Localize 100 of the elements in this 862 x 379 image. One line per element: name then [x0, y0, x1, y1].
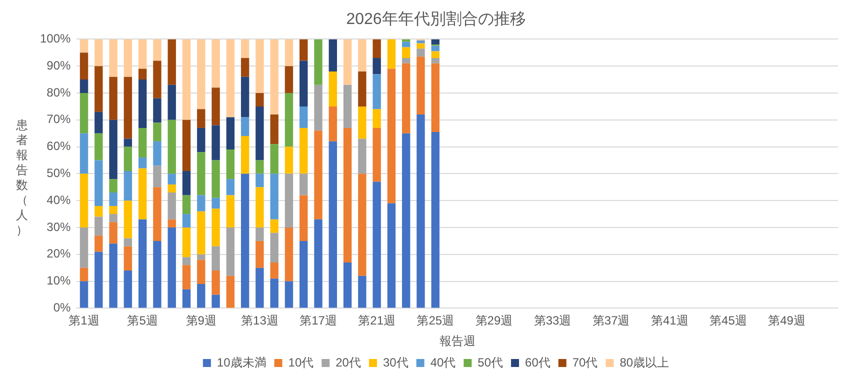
bar	[212, 294, 220, 308]
bar	[343, 128, 352, 262]
y-tick-label: 50%	[46, 166, 72, 180]
bar	[240, 76, 250, 118]
y-tick-label: 60%	[46, 139, 72, 154]
bar	[197, 39, 206, 110]
bar	[212, 160, 220, 198]
bar	[284, 66, 294, 93]
bar	[402, 42, 410, 48]
y-tick-label: 100%	[40, 32, 72, 46]
bar	[109, 244, 118, 308]
bar	[256, 160, 264, 174]
bar	[431, 63, 440, 132]
bar	[328, 106, 337, 142]
bar	[270, 39, 278, 115]
bar	[270, 144, 278, 174]
bar	[212, 125, 220, 160]
bar	[80, 93, 88, 134]
bar	[402, 47, 410, 58]
bar	[182, 39, 191, 120]
bar	[416, 48, 425, 57]
bar	[153, 240, 162, 308]
bar	[387, 203, 396, 308]
bar	[226, 195, 235, 228]
bar	[372, 39, 381, 58]
bar	[328, 141, 337, 308]
bar	[372, 74, 381, 110]
bar	[94, 216, 103, 236]
bar	[153, 98, 162, 123]
bar	[372, 58, 381, 74]
bar	[226, 39, 235, 118]
bar	[168, 39, 176, 85]
bar	[358, 174, 366, 276]
y-tick-label: 70%	[46, 112, 72, 126]
bar	[328, 39, 337, 72]
legend-label: 50代	[478, 355, 504, 370]
bar	[168, 120, 176, 174]
bar	[109, 222, 118, 244]
bar	[94, 236, 103, 252]
bar	[168, 184, 176, 193]
bar	[416, 40, 425, 44]
bar	[80, 281, 88, 308]
bar	[314, 219, 322, 308]
bar	[240, 117, 250, 136]
bar	[197, 128, 206, 152]
x-tick-label: 第9週	[186, 314, 216, 328]
bar	[284, 228, 294, 282]
bar	[109, 120, 118, 180]
bar	[431, 58, 440, 64]
bar	[256, 228, 264, 241]
bar	[80, 174, 88, 228]
bar	[284, 93, 294, 147]
bar	[182, 289, 191, 308]
bar	[80, 268, 88, 282]
bar	[80, 80, 88, 93]
bar	[300, 174, 308, 196]
bar	[124, 76, 132, 139]
bar	[416, 43, 425, 49]
bar	[256, 106, 264, 160]
bar	[256, 187, 264, 228]
bar	[387, 39, 396, 69]
legend-label: 60代	[525, 355, 550, 370]
bar	[153, 141, 162, 166]
bar	[138, 168, 147, 220]
bar	[270, 219, 278, 233]
bar	[138, 80, 147, 128]
bar	[358, 71, 366, 106]
bar	[124, 270, 132, 308]
bar	[197, 152, 206, 196]
bar	[416, 114, 425, 308]
bar	[80, 228, 88, 268]
bar	[168, 228, 176, 308]
bar	[240, 136, 250, 174]
bar	[138, 219, 147, 308]
legend-label: 80歳以上	[620, 355, 670, 370]
bar	[328, 71, 337, 106]
bar	[314, 130, 322, 220]
bar	[212, 198, 220, 209]
bar	[284, 174, 294, 228]
bar	[168, 84, 176, 120]
legend-label: 20代	[336, 355, 361, 370]
bar	[431, 46, 440, 52]
bar	[197, 211, 206, 254]
x-tick-label: 第5週	[127, 314, 158, 328]
bar	[284, 146, 294, 174]
bar	[240, 39, 250, 58]
bar	[182, 195, 191, 214]
bar	[182, 214, 191, 228]
bar	[94, 133, 103, 160]
legend-label: 10歳未満	[216, 355, 266, 370]
chart-title: 2026年年代別割合の推移	[346, 10, 526, 28]
bar	[226, 179, 235, 196]
bar	[284, 281, 294, 308]
bar	[212, 270, 220, 295]
bar	[138, 68, 147, 80]
bar	[256, 93, 264, 106]
bar	[109, 192, 118, 206]
x-tick-label: 第45週	[710, 314, 747, 328]
legend-label: 40代	[430, 355, 456, 370]
bar	[402, 58, 410, 64]
